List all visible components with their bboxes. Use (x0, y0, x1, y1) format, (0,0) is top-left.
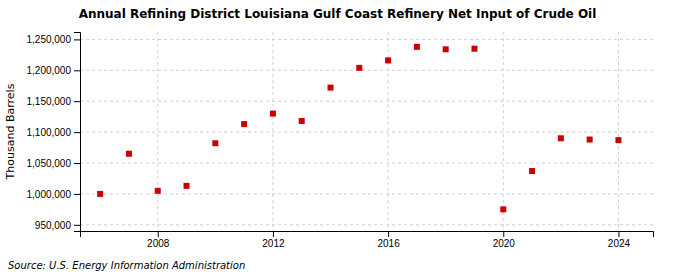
tick-label: 2008 (147, 238, 170, 249)
tick-mark (74, 163, 80, 164)
tick-mark (74, 39, 80, 40)
tick-mark (74, 101, 80, 102)
point (126, 151, 132, 157)
tick: 1,000,000 (27, 189, 81, 200)
point (471, 46, 477, 52)
tick-label: 1,000,000 (27, 189, 72, 200)
point (328, 85, 334, 91)
y-axis: 950,000 1,000,000 1,050,000 1,100,000 1,150,… (27, 33, 81, 232)
grid-line (618, 32, 619, 231)
plot-area: 2008 2012 2016 2020 2024 950,000 1,000,000 1,05… (27, 32, 654, 249)
point (270, 111, 276, 117)
point (500, 206, 506, 212)
tick: 1,250,000 (27, 34, 81, 45)
point (385, 57, 391, 63)
point (155, 188, 161, 194)
point (529, 168, 535, 174)
tick-mark (74, 132, 80, 133)
axis-line (81, 232, 654, 238)
tick-label: 1,200,000 (27, 65, 72, 76)
point (414, 44, 420, 50)
tick-mark (273, 231, 274, 237)
point (212, 140, 218, 146)
tick-label: 1,100,000 (27, 127, 72, 138)
tick-label: 950,000 (35, 220, 72, 231)
grid-line (503, 32, 504, 231)
grid (80, 32, 653, 231)
grid-line (80, 101, 653, 102)
x-axis: 2008 2012 2016 2020 2024 (81, 231, 654, 249)
tick-label: 2012 (262, 238, 285, 249)
grid-line (80, 132, 653, 133)
marks (97, 44, 621, 213)
source: Source: U.S. Energy Information Administ… (8, 260, 245, 271)
y-axis-title: Thousand Barrels (4, 83, 17, 180)
grid-line (80, 70, 653, 71)
tick-mark (74, 70, 80, 71)
point (97, 191, 103, 197)
tick: 1,050,000 (27, 158, 81, 169)
grid-line (80, 193, 653, 194)
tick-mark (74, 194, 80, 195)
point (443, 46, 449, 52)
point (299, 118, 305, 124)
grid-line (80, 224, 653, 225)
chart: 2008 2012 2016 2020 2024 950,000 1,000,000 1,05… (0, 0, 675, 275)
tick-label: 1,050,000 (27, 158, 72, 169)
tick-label: 2016 (377, 238, 400, 249)
point (241, 121, 247, 127)
point (587, 137, 593, 143)
tick-mark (158, 231, 159, 237)
tick: 1,150,000 (27, 96, 81, 107)
title: Annual Refining District Louisiana Gulf … (79, 7, 597, 21)
point (356, 65, 362, 71)
axis-line (74, 33, 81, 232)
tick: 2016 (377, 231, 400, 249)
grid-line (157, 32, 158, 231)
grid-line (80, 39, 653, 40)
tick-mark (74, 225, 80, 226)
tick: 2008 (147, 231, 170, 249)
tick: 2012 (262, 231, 285, 249)
tick-label: 1,150,000 (27, 96, 72, 107)
tick: 1,100,000 (27, 127, 81, 138)
tick: 950,000 (35, 220, 80, 231)
grid-line (80, 163, 653, 164)
point (184, 183, 190, 189)
point (558, 135, 564, 141)
tick: 2024 (608, 231, 631, 249)
tick-mark (618, 231, 619, 237)
tick-label: 2024 (608, 238, 631, 249)
grid-line (272, 32, 273, 231)
tick: 1,200,000 (27, 65, 81, 76)
tick-label: 1,250,000 (27, 34, 72, 45)
point (615, 137, 621, 143)
tick: 2020 (493, 231, 516, 249)
tick-label: 2020 (493, 238, 516, 249)
tick-mark (388, 231, 389, 237)
tick-mark (503, 231, 504, 237)
